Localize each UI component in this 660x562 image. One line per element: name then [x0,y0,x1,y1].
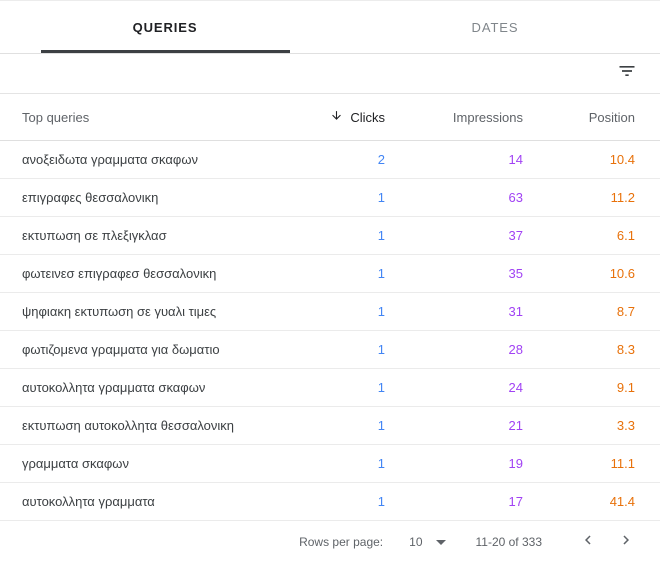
query-cell: ανοξειδωτα γραμματα σκαφων [22,152,198,167]
query-cell: επιγραφες θεσσαλονικη [22,190,159,205]
impressions-value: 31 [508,304,523,319]
next-page-button[interactable] [614,530,638,554]
clicks-value: 1 [377,304,385,319]
position-value: 11.2 [610,190,635,205]
clicks-value: 1 [377,380,385,395]
impressions-value: 24 [508,380,523,395]
table-row[interactable]: αυτοκολλητα γραμματα 1 17 41.4 [0,483,660,521]
query-cell: αυτοκολλητα γραμματα σκαφων [22,380,206,395]
position-value: 8.7 [616,304,635,319]
query-cell: εκτυπωση σε πλεξιγκλασ [22,228,167,243]
impressions-value: 35 [508,266,523,281]
table-row[interactable]: ανοξειδωτα γραμματα σκαφων 2 14 10.4 [0,141,660,179]
impressions-value: 17 [508,494,523,509]
chevron-left-icon [579,531,597,552]
position-value: 11.1 [610,456,635,471]
table-row[interactable]: επιγραφες θεσσαλονικη 1 63 11.2 [0,179,660,217]
clicks-value: 1 [377,228,385,243]
column-header-clicks[interactable]: Clicks [285,109,385,125]
impressions-value: 37 [508,228,523,243]
table-row[interactable]: ψηφιακη εκτυπωση σε γυαλι τιμες 1 31 8.7 [0,293,660,331]
rows-per-page-label: Rows per page: [299,534,384,549]
table-row[interactable]: φωτεινεσ επιγραφεσ θεσσαλονικη 1 35 10.6 [0,255,660,293]
rows-per-page-select[interactable]: 10 [409,534,446,549]
rows-per-page-value: 10 [409,534,423,549]
query-cell: εκτυπωση αυτοκολλητα θεσσαλονικη [22,418,235,433]
column-header-position[interactable]: Position [588,109,635,125]
query-cell: ψηφιακη εκτυπωση σε γυαλι τιμες [22,304,217,319]
caret-down-icon [435,540,446,545]
query-cell: γραμματα σκαφων [22,456,129,471]
tab-dates[interactable]: DATES [330,1,660,53]
clicks-value: 1 [377,418,385,433]
clicks-value: 1 [377,266,385,281]
tab-bar: QUERIES DATES [0,1,660,54]
chevron-right-icon [617,531,635,552]
table-row[interactable]: εκτυπωση σε πλεξιγκλασ 1 37 6.1 [0,217,660,255]
impressions-value: 14 [508,152,523,167]
tab-dates-label: DATES [471,19,519,35]
pagination-range-label: 11-20 of 333 [475,534,543,549]
position-value: 10.4 [609,152,635,167]
filter-button[interactable] [614,61,640,87]
table-body: ανοξειδωτα γραμματα σκαφων 2 14 10.4 επι… [0,141,660,521]
query-cell: αυτοκολλητα γραμματα [22,494,155,509]
clicks-value: 1 [377,456,385,471]
pagination-bar: Rows per page: 10 11-20 of 333 [0,521,660,562]
query-cell: φωτεινεσ επιγραφεσ θεσσαλονικη [22,266,217,281]
query-cell: φωτιζομενα γραμματα για δωματιο [22,342,220,357]
tab-queries-label: QUERIES [132,19,198,35]
position-value: 6.1 [616,228,635,243]
impressions-value: 19 [508,456,523,471]
table-row[interactable]: φωτιζομενα γραμματα για δωματιο 1 28 8.3 [0,331,660,369]
table-row[interactable]: αυτοκολλητα γραμματα σκαφων 1 24 9.1 [0,369,660,407]
column-header-clicks-label: Clicks [350,109,385,125]
clicks-value: 1 [377,342,385,357]
position-value: 9.1 [616,380,635,395]
filter-toolbar [0,54,660,94]
clicks-value: 1 [377,494,385,509]
clicks-value: 1 [377,190,385,205]
position-value: 8.3 [616,342,635,357]
clicks-value: 2 [377,152,385,167]
position-value: 41.4 [609,494,635,509]
position-value: 10.6 [609,266,635,281]
impressions-value: 63 [508,190,523,205]
position-value: 3.3 [616,418,635,433]
column-header-top-queries[interactable]: Top queries [22,109,90,125]
column-header-impressions[interactable]: Impressions [452,109,523,125]
filter-list-icon [617,61,637,86]
table-row[interactable]: γραμματα σκαφων 1 19 11.1 [0,445,660,483]
sort-descending-icon [330,109,343,125]
impressions-value: 21 [508,418,523,433]
active-tab-indicator [41,50,290,53]
tab-queries[interactable]: QUERIES [0,1,330,53]
impressions-value: 28 [508,342,523,357]
table-row[interactable]: εκτυπωση αυτοκολλητα θεσσαλονικη 1 21 3.… [0,407,660,445]
table-header: Top queries Clicks Impressions Position [0,94,660,141]
previous-page-button[interactable] [576,530,600,554]
